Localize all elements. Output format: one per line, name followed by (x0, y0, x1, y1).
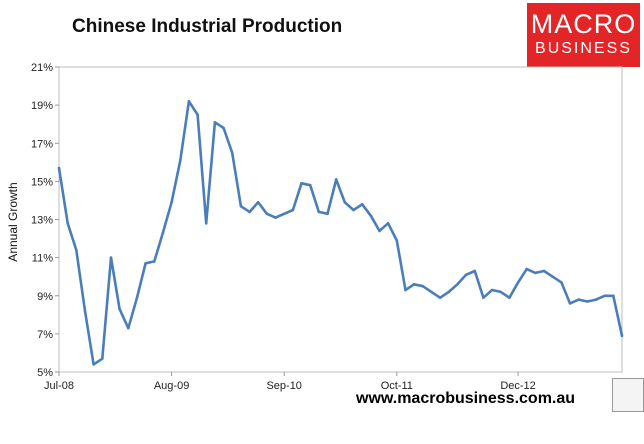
data-point (430, 290, 433, 294)
data-point (438, 296, 442, 299)
data-point (300, 181, 303, 185)
data-point (178, 159, 182, 162)
data-point (274, 216, 277, 219)
data-point (334, 178, 338, 181)
data-point (230, 151, 234, 155)
x-tick-label: Sep-10 (266, 380, 301, 392)
data-point (525, 267, 529, 271)
data-point (404, 288, 407, 292)
data-point (204, 222, 208, 225)
x-tick-label: Aug-09 (154, 380, 189, 392)
data-point (187, 100, 191, 103)
data-point (499, 290, 503, 294)
data-point (282, 212, 286, 216)
data-point (152, 260, 156, 263)
data-point (326, 212, 329, 216)
y-tick-label: 11% (32, 253, 53, 265)
y-tick-label: 17% (31, 138, 53, 150)
data-point (101, 357, 104, 360)
data-point (109, 256, 113, 259)
data-point (118, 307, 121, 311)
data-point (612, 294, 615, 298)
data-point (395, 239, 399, 242)
data-point (490, 288, 494, 292)
data-point (352, 208, 355, 212)
logo-line-business: BUSINESS (535, 40, 632, 57)
data-point (534, 271, 537, 275)
data-point (369, 214, 373, 217)
y-tick-label: 13% (31, 215, 53, 227)
data-point (473, 269, 477, 273)
website-url: www.macrobusiness.com.au (356, 390, 576, 407)
y-axis-label: Annual Growth (6, 182, 20, 261)
data-point (135, 296, 139, 299)
data-point (57, 166, 61, 170)
wolf-logo-icon (612, 378, 644, 412)
data-point (620, 334, 624, 338)
data-point (568, 302, 572, 305)
data-point (265, 212, 269, 216)
data-point (308, 183, 312, 187)
data-point (222, 126, 225, 130)
data-point (83, 309, 87, 313)
data-point (386, 222, 390, 225)
data-point (92, 363, 95, 366)
series-line (57, 100, 624, 366)
data-point (196, 113, 199, 116)
data-point (248, 210, 251, 214)
y-tick-label: 5% (37, 367, 53, 379)
data-point (456, 283, 459, 286)
x-tick-label: Dec-12 (500, 380, 535, 392)
data-point (603, 294, 606, 298)
data-point (213, 120, 217, 124)
data-point (412, 283, 416, 286)
data-point (577, 298, 580, 301)
data-point (170, 201, 173, 204)
data-point (256, 201, 260, 204)
data-point (378, 229, 381, 233)
data-point (464, 273, 468, 277)
data-point (560, 281, 563, 284)
data-point (144, 262, 147, 265)
data-point (317, 210, 321, 214)
data-point (516, 281, 520, 284)
data-point (66, 222, 69, 225)
data-point (542, 269, 546, 273)
data-point (161, 231, 165, 235)
macrobusiness-logo: MACRO BUSINESS (527, 3, 640, 67)
logo-line-macro: MACRO (530, 9, 637, 39)
data-point (360, 202, 364, 206)
data-point (126, 326, 130, 330)
data-point (508, 296, 511, 299)
y-tick-label: 21% (31, 62, 53, 74)
data-point (421, 284, 425, 288)
data-point (291, 208, 295, 212)
data-point (343, 201, 347, 204)
x-tick-label: Jul-08 (44, 380, 74, 392)
data-point (75, 248, 78, 252)
data-point (482, 296, 485, 299)
data-point (447, 290, 451, 294)
data-point (586, 300, 589, 303)
chart-title: Chinese Industrial Production (72, 16, 343, 37)
data-point (594, 298, 598, 301)
plot-area (58, 66, 623, 373)
x-tick-label: Oct-11 (381, 380, 413, 392)
data-point (551, 275, 555, 278)
y-tick-label: 19% (31, 100, 53, 112)
y-tick-label: 15% (31, 176, 53, 188)
y-tick-label: 9% (37, 291, 53, 303)
data-point (239, 204, 243, 208)
y-tick-label: 7% (37, 329, 53, 341)
